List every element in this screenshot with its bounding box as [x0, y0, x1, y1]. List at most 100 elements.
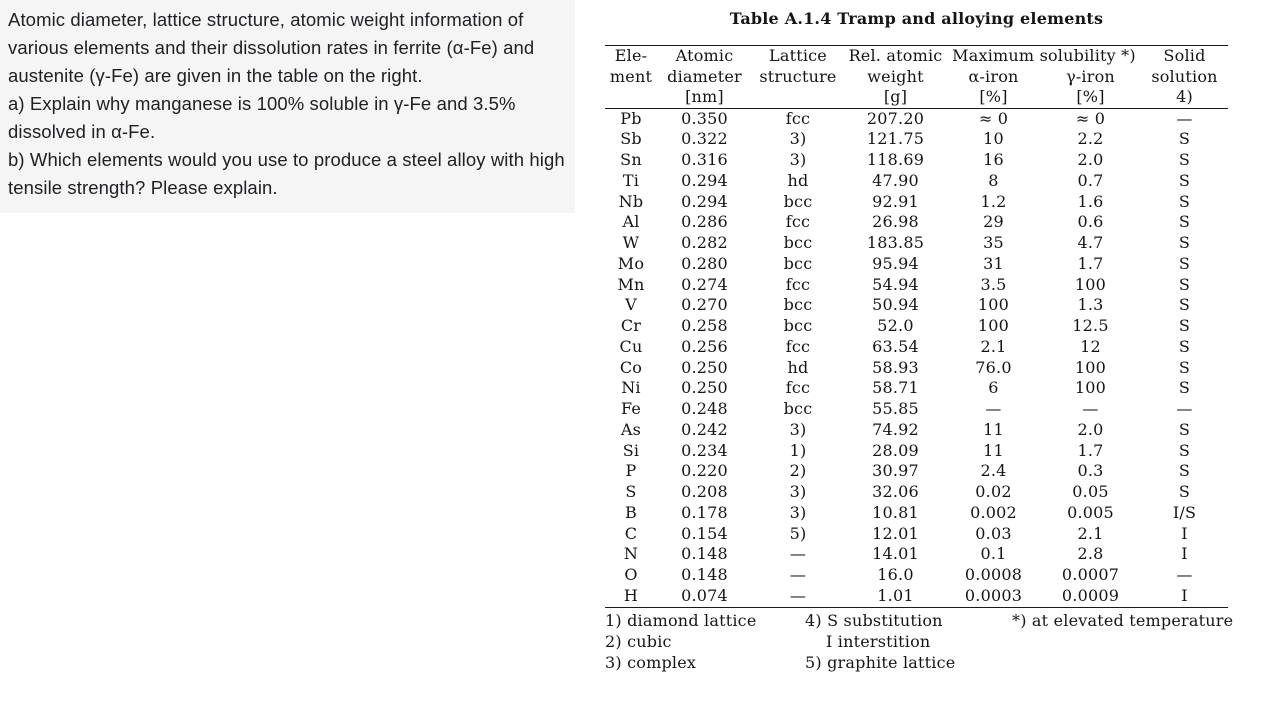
table-row: H 0.074 — 1.01 0.0003 0.0009 I [605, 586, 1228, 607]
table-cell: Pb [620, 108, 642, 128]
header-cell-element: ment [609, 66, 653, 86]
table-cell: — [789, 585, 807, 605]
table-cell: 2.8 [1077, 544, 1104, 564]
header-cell-weight: weight [867, 66, 924, 86]
table-cell: 16.0 [877, 565, 914, 584]
table-cell: 2.1 [980, 336, 1007, 356]
header-cell-solubility: Maximum solubility *) [952, 46, 1136, 65]
table-cell: 183.85 [866, 233, 925, 252]
table-cell: 0.250 [681, 357, 728, 377]
table-row: Ti 0.294 hd 47.90 8 0.7 S [605, 171, 1228, 192]
table-cell: bcc [783, 253, 813, 273]
table-cell: bcc [783, 316, 813, 335]
table-cell: 1.2 [980, 191, 1007, 211]
table-cell: I [1181, 523, 1188, 543]
table-footnotes: 1) diamond lattice 4) S substitution *) … [605, 608, 1265, 673]
table-cell: ≈ 0 [1075, 108, 1106, 128]
table-row: Co 0.250 hd 58.93 76.0 100 S [605, 358, 1228, 379]
table-cell: S [1178, 212, 1191, 232]
table-cell: — [789, 544, 807, 564]
table-cell: 0.3 [1077, 461, 1104, 481]
table-cell: 121.75 [866, 129, 925, 149]
table-cell: 0.074 [681, 585, 728, 605]
table-cell: bcc [783, 233, 813, 252]
table-row: As 0.242 3) 74.92 11 2.0 S [605, 420, 1228, 441]
table-cell: V [625, 295, 637, 315]
table-cell: S [1178, 170, 1191, 190]
table-header: Ele- Atomic Lattice Rel. atomic Maximum … [605, 46, 1228, 108]
table-row: C 0.154 5) 12.01 0.03 2.1 I [605, 524, 1228, 545]
footnote: 4) S substitution [805, 610, 943, 630]
header-cell-element: Ele- [614, 46, 648, 65]
table-cell: 5) [789, 523, 807, 543]
header-cell-solid-note: 4) [1176, 87, 1193, 106]
table-cell: — [1176, 108, 1193, 128]
footnote: *) at elevated temperature [1012, 610, 1234, 630]
table-cell: 0.220 [681, 461, 728, 481]
table-row: P 0.220 2) 30.97 2.4 0.3 S [605, 461, 1228, 482]
table-cell: S [1178, 316, 1191, 335]
table-cell: S [1178, 295, 1191, 315]
table-cell: 55.85 [872, 399, 919, 418]
table-cell: bcc [783, 191, 813, 211]
table-cell: 1.01 [877, 585, 914, 605]
table-cell: 1.7 [1077, 253, 1104, 273]
header-cell-empty [605, 87, 657, 108]
table-cell: 14.01 [872, 544, 919, 564]
table-row: S 0.208 3) 32.06 0.02 0.05 S [605, 482, 1228, 503]
table-cell: Mn [617, 274, 645, 294]
table-cell: fcc [785, 212, 811, 232]
table-cell: ≈ 0 [978, 108, 1009, 128]
table-row: Cu 0.256 fcc 63.54 2.1 12 S [605, 337, 1228, 358]
table-cell: 0.316 [681, 150, 728, 169]
table-cell: I/S [1172, 502, 1197, 522]
table-cell: 2.2 [1077, 129, 1104, 149]
table-cell: 12 [1080, 336, 1101, 356]
table-cell: 100 [977, 316, 1010, 335]
table-cell: 47.90 [872, 170, 919, 190]
table-row: Sb 0.322 3) 121.75 10 2.2 S [605, 129, 1228, 150]
table-cell: Sn [620, 150, 642, 169]
table-cell: I [1181, 585, 1188, 605]
table-cell: S [1178, 253, 1191, 273]
table-cell: 11 [983, 440, 1004, 460]
table-cell: 31 [983, 253, 1004, 273]
table-cell: 3) [789, 419, 807, 439]
table-row: W 0.282 bcc 183.85 35 4.7 S [605, 233, 1228, 254]
table-cell: 0.0007 [1061, 565, 1120, 584]
table-cell: 100 [1074, 357, 1107, 377]
table-cell: 1.7 [1077, 440, 1104, 460]
table-cell: 35 [983, 233, 1004, 252]
header-cell-alpha-iron: α-iron [968, 66, 1019, 86]
table-cell: Cr [620, 316, 642, 335]
table-cell: 0.1 [980, 544, 1007, 564]
table-cell: 95.94 [872, 253, 919, 273]
table-cell: Nb [618, 191, 644, 211]
table-cell: W [622, 233, 640, 252]
header-cell-diameter-unit: [nm] [685, 87, 724, 106]
table-cell: 2.0 [1077, 150, 1104, 169]
header-row: [nm] [g] [%] [%] 4) [605, 87, 1228, 108]
table-cell: 0.03 [975, 523, 1012, 543]
table-cell: fcc [785, 108, 811, 128]
table-cell: As [620, 419, 642, 439]
table-cell: 0.148 [681, 544, 728, 564]
table-cell: Co [619, 357, 643, 377]
table-cell: 0.005 [1067, 502, 1114, 522]
header-cell-lattice: structure [759, 66, 837, 86]
table-cell: 0.154 [681, 523, 728, 543]
table-cell: hd [787, 357, 809, 377]
table-cell: hd [787, 170, 809, 190]
table-row: Sn 0.316 3) 118.69 16 2.0 S [605, 150, 1228, 171]
table-cell: 100 [1074, 274, 1107, 294]
table-cell: 52.0 [877, 316, 914, 335]
table-cell: 29 [983, 212, 1004, 232]
table-cell: bcc [783, 399, 813, 418]
table-cell: 118.69 [866, 150, 925, 169]
table-cell: — [1082, 399, 1099, 418]
question-part-b-text: b) Which elements would you use to produ… [8, 149, 565, 198]
table-cell: 28.09 [872, 440, 919, 460]
table-cell: 0.250 [681, 378, 728, 398]
table-row: Mo 0.280 bcc 95.94 31 1.7 S [605, 254, 1228, 275]
footnote: 2) cubic [605, 631, 672, 651]
